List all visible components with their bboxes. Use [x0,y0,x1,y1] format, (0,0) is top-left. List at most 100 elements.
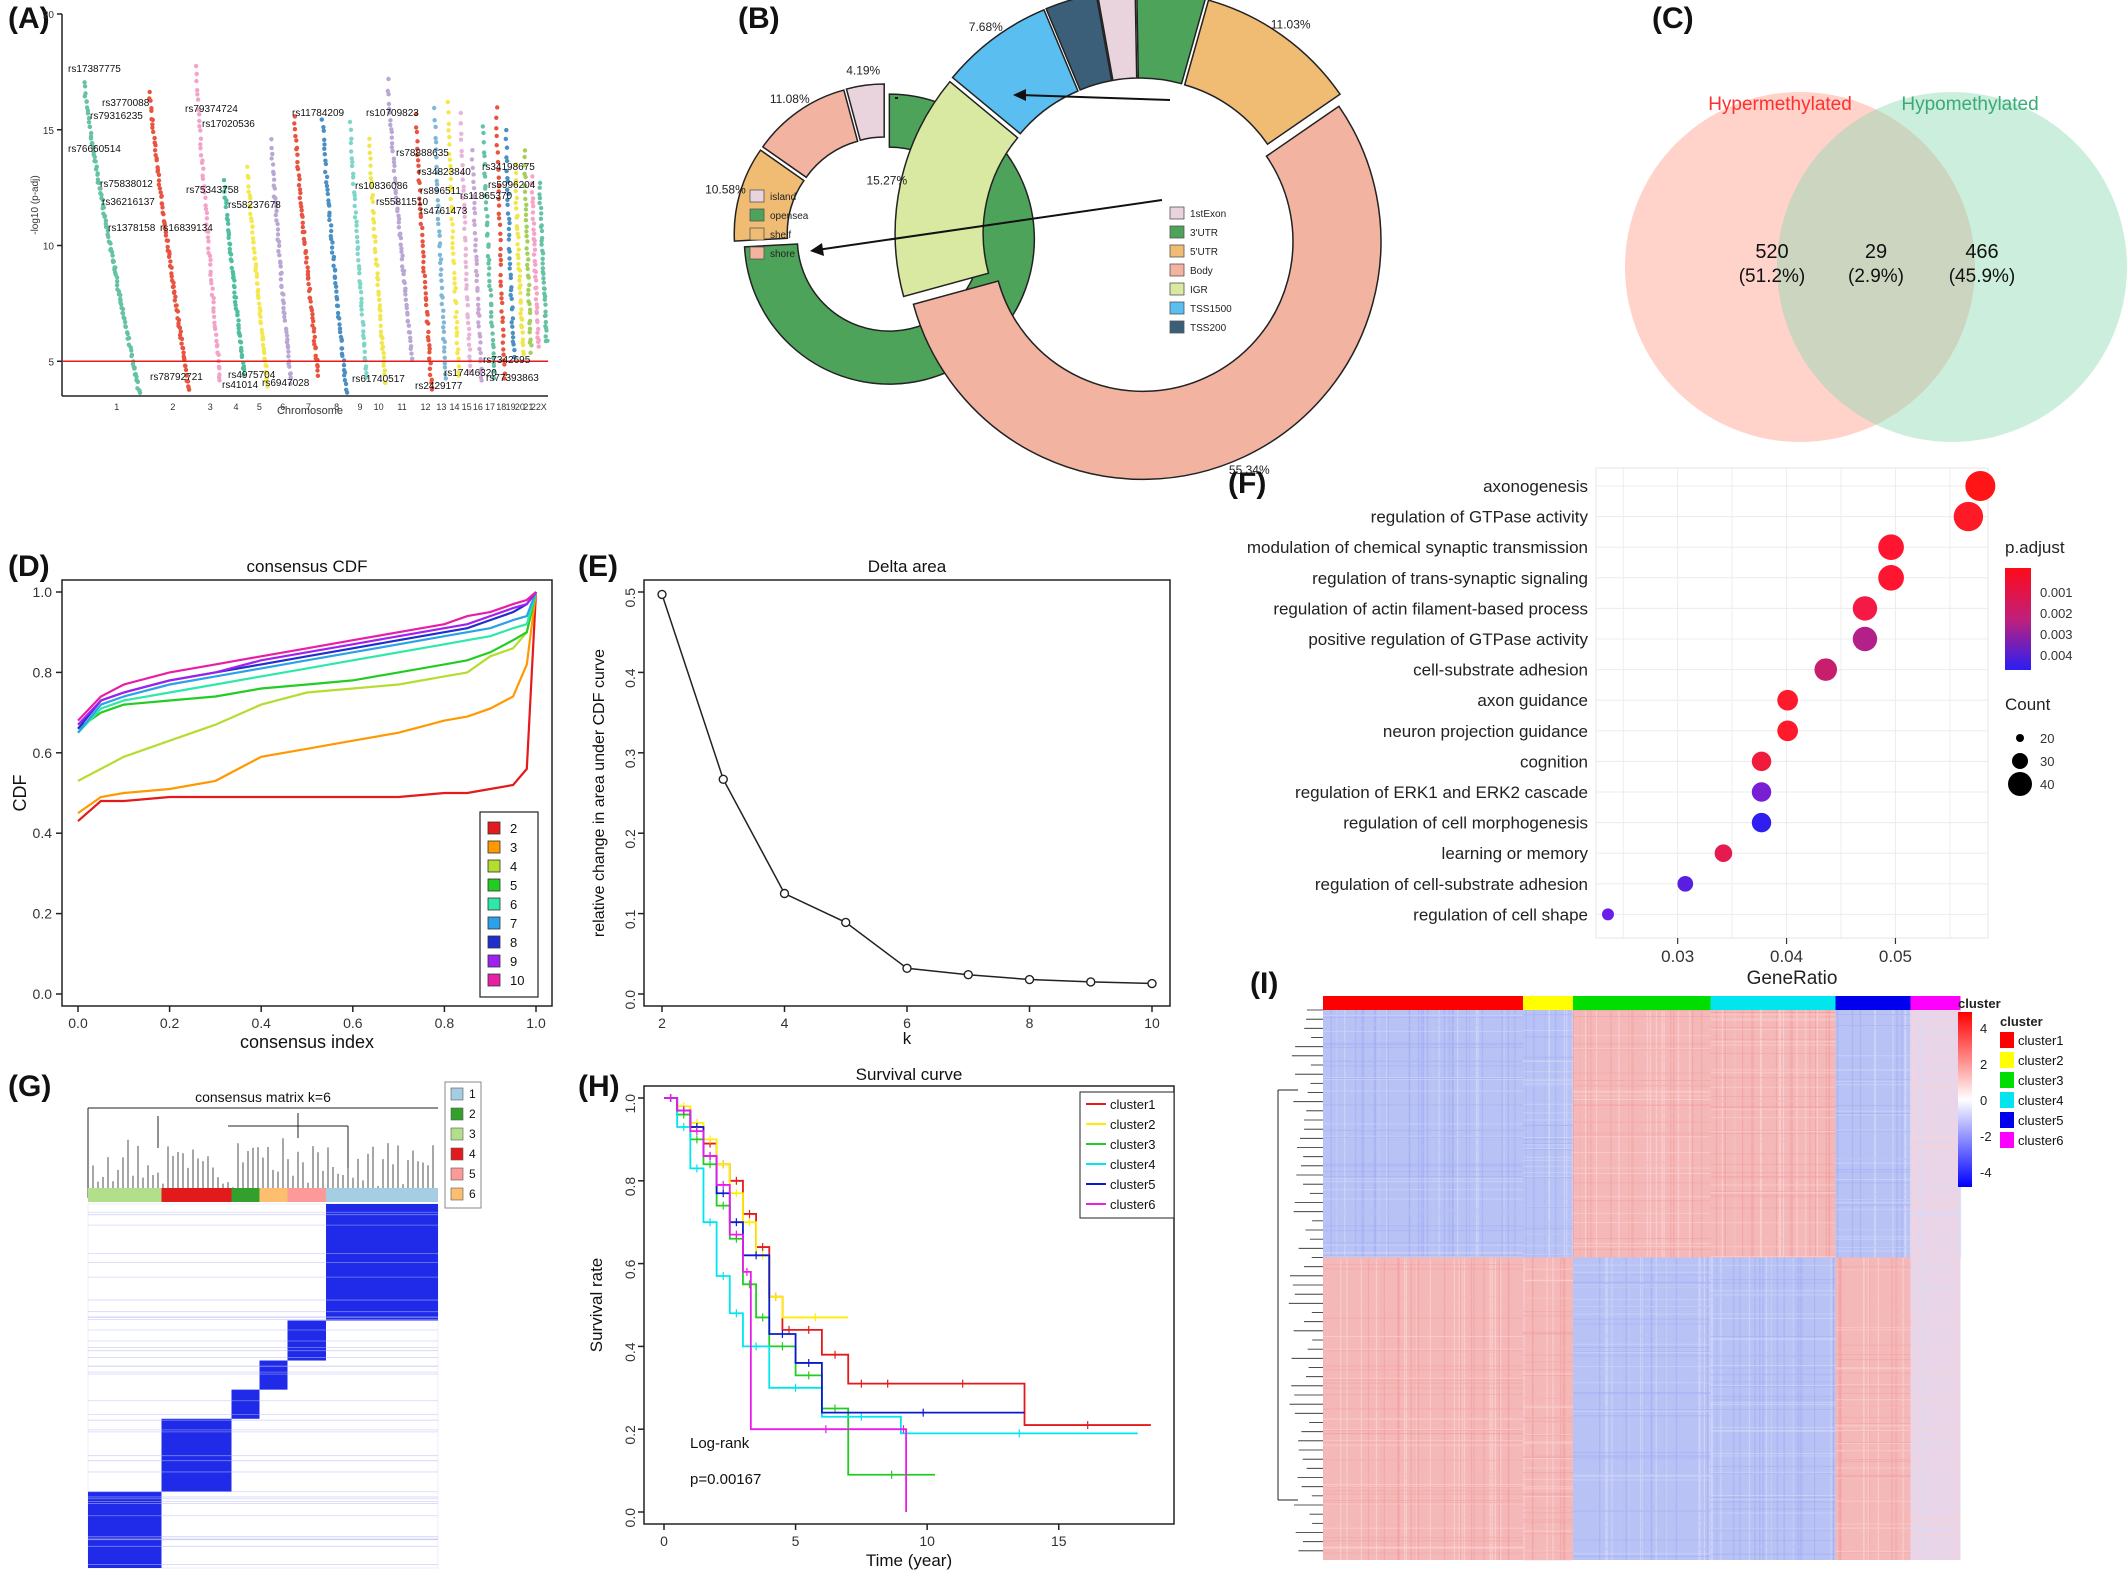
snp-point [519,325,524,330]
chromosome-tick-label: 17 [485,402,495,412]
snp-point [483,200,489,205]
snp-point [123,324,128,330]
legend-swatch [487,973,501,987]
snp-point [525,262,530,268]
snp-point [472,231,478,236]
snp-point [235,312,240,317]
snp-point [456,373,461,378]
snp-point [536,326,541,332]
snp-point [529,181,534,186]
legend-swatch [1169,320,1185,334]
colorbar-tick-label: -4 [1980,1165,1992,1180]
snp-point [179,336,185,342]
snp-point [532,238,537,243]
snp-point [114,283,120,288]
snp-point [150,122,155,127]
snp-point [400,253,405,258]
snp-point [232,284,237,290]
snp-point [450,235,455,240]
snp-point [491,369,497,374]
snp-point [487,266,492,271]
snp-point [229,265,234,271]
snp-point [507,232,512,238]
snp-point [537,195,543,201]
snp-point [534,310,539,316]
snp-point [504,155,509,160]
snp-point [529,343,534,348]
snp-point [525,251,530,256]
snp-point [369,179,374,185]
snp-point [484,222,490,228]
arrowhead [810,243,824,256]
consensus-block [287,1320,326,1361]
snp-point [300,220,305,225]
snp-point [512,354,517,360]
snp-point [323,158,328,163]
snp-point [421,249,426,255]
snp-point [539,211,544,216]
snp-point [173,294,178,299]
snp-point [274,204,279,209]
snp-point [421,254,426,259]
snp-point [332,268,338,273]
snp-point [339,346,344,351]
delta-area-point [657,589,667,600]
snp-point [418,221,423,227]
snp-point [324,183,330,189]
x-tick-label: 0 [660,1533,668,1549]
snp-point [524,234,529,239]
snp-point [507,256,512,261]
snp-point [222,189,227,194]
snp-point [447,157,453,162]
snp-point [470,165,475,171]
panel-label-e: (E) [578,550,618,583]
snp-point [264,375,269,381]
set-label-hyper: Hypermethylated [1708,94,1852,115]
snp-point [315,364,320,369]
snp-point [522,154,527,160]
snp-point [371,210,376,216]
y-tick-label: 0.2 [33,906,53,922]
snp-point [486,272,491,277]
snp-point [526,257,531,262]
snp-point [386,76,391,82]
snp-point [327,217,332,223]
snp-point [367,143,372,148]
snp-point [462,214,467,219]
cluster-legend-label: cluster4 [2018,1093,2064,1108]
snp-point [469,157,475,162]
snp-point [354,228,359,234]
snp-point [543,319,548,325]
snp-point [305,265,310,270]
legend-swatch [487,954,501,968]
snp-annotation: rs78888635 [396,148,449,159]
consensus-block [88,1491,162,1568]
snp-point [401,271,406,277]
snp-point [491,344,496,350]
snp-point [295,160,300,165]
snp-point [305,276,311,281]
snp-point [538,224,544,229]
snp-point [434,178,439,184]
snp-point [529,190,535,195]
snp-point [489,302,494,308]
snp-point [330,240,335,245]
snp-point [214,338,219,344]
snp-point [489,314,494,319]
snp-point [359,312,364,317]
snp-point [456,369,461,375]
legend-label: island [770,192,796,203]
snp-point [114,275,120,280]
snp-point [467,358,473,363]
snp-point [392,163,397,168]
snp-point [371,217,376,222]
snp-point [450,222,455,227]
snp-point [223,185,228,190]
legend-swatch [450,1147,464,1161]
cluster-legend-swatch [2000,1132,2014,1148]
snp-point [539,242,544,247]
snp-point [450,241,455,246]
snp-point [198,142,203,147]
snp-point [456,364,462,369]
snp-point [426,321,431,326]
